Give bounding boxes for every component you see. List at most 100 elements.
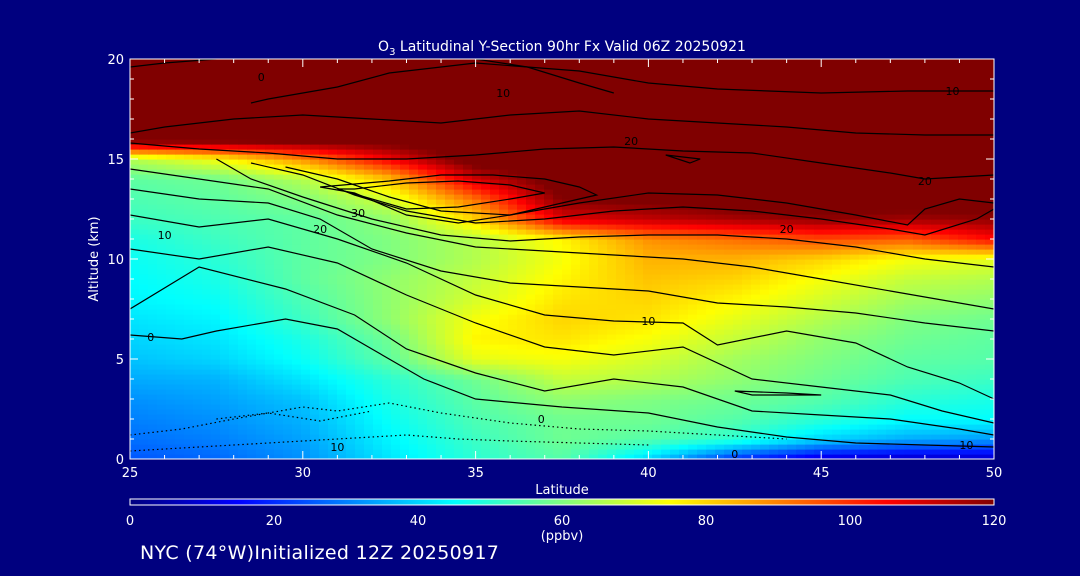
- heatmap-cell: [157, 224, 167, 230]
- heatmap-cell: [130, 214, 140, 220]
- heatmap-cell: [562, 429, 572, 435]
- heatmap-cell: [148, 449, 158, 455]
- heatmap-cell: [292, 364, 302, 370]
- heatmap-cell: [373, 254, 383, 260]
- heatmap-cell: [688, 289, 698, 295]
- heatmap-cell: [958, 354, 968, 360]
- heatmap-cell: [481, 369, 491, 375]
- heatmap-cell: [400, 269, 410, 275]
- heatmap-cell: [436, 359, 446, 365]
- heatmap-cell: [922, 224, 932, 230]
- heatmap-cell: [355, 429, 365, 435]
- heatmap-cell: [256, 204, 266, 210]
- heatmap-cell: [823, 359, 833, 365]
- heatmap-cell: [382, 354, 392, 360]
- heatmap-cell: [967, 224, 977, 230]
- heatmap-cell: [571, 354, 581, 360]
- heatmap-cell: [805, 334, 815, 340]
- heatmap-cell: [607, 314, 617, 320]
- heatmap-cell: [931, 219, 941, 225]
- heatmap-cell: [220, 219, 230, 225]
- heatmap-cell: [877, 339, 887, 345]
- heatmap-cell: [355, 204, 365, 210]
- heatmap-cell: [535, 279, 545, 285]
- heatmap-cell: [508, 284, 518, 290]
- heatmap-cell: [166, 424, 176, 430]
- heatmap-cell: [904, 369, 914, 375]
- heatmap-cell: [391, 279, 401, 285]
- heatmap-cell: [481, 264, 491, 270]
- heatmap-cell: [580, 264, 590, 270]
- heatmap-cell: [715, 359, 725, 365]
- heatmap-cell: [742, 284, 752, 290]
- heatmap-cell: [499, 339, 509, 345]
- heatmap-cell: [868, 314, 878, 320]
- heatmap-cell: [958, 304, 968, 310]
- heatmap-cell: [751, 309, 761, 315]
- heatmap-cell: [724, 299, 734, 305]
- heatmap-cell: [472, 299, 482, 305]
- heatmap-cell: [220, 264, 230, 270]
- heatmap-cell: [913, 234, 923, 240]
- heatmap-cell: [157, 324, 167, 330]
- heatmap-cell: [985, 389, 994, 395]
- heatmap-cell: [913, 399, 923, 405]
- heatmap-cell: [463, 374, 473, 380]
- heatmap-cell: [607, 249, 617, 255]
- heatmap-cell: [418, 229, 428, 235]
- heatmap-cell: [733, 289, 743, 295]
- heatmap-cell: [580, 219, 590, 225]
- heatmap-cell: [265, 369, 275, 375]
- heatmap-cell: [472, 454, 482, 459]
- heatmap-cell: [427, 339, 437, 345]
- heatmap-cell: [382, 214, 392, 220]
- heatmap-cell: [211, 399, 221, 405]
- heatmap-cell: [688, 264, 698, 270]
- heatmap-cell: [139, 434, 149, 440]
- heatmap-cell: [742, 359, 752, 365]
- heatmap-cell: [787, 344, 797, 350]
- heatmap-cell: [157, 329, 167, 335]
- heatmap-cell: [625, 299, 635, 305]
- heatmap-cell: [400, 214, 410, 220]
- heatmap-cell: [328, 399, 338, 405]
- heatmap-cell: [436, 399, 446, 405]
- heatmap-cell: [931, 284, 941, 290]
- heatmap-cell: [391, 259, 401, 265]
- heatmap-cell: [319, 254, 329, 260]
- heatmap-cell: [265, 374, 275, 380]
- heatmap-cell: [553, 414, 563, 420]
- heatmap-cell: [238, 369, 248, 375]
- heatmap-cell: [499, 289, 509, 295]
- heatmap-cell: [886, 274, 896, 280]
- heatmap-cell: [472, 419, 482, 425]
- heatmap-cell: [733, 384, 743, 390]
- heatmap-cell: [265, 454, 275, 459]
- heatmap-cell: [823, 444, 833, 450]
- heatmap-cell: [229, 309, 239, 315]
- heatmap-cell: [148, 409, 158, 415]
- heatmap-cell: [733, 424, 743, 430]
- heatmap-cell: [949, 394, 959, 400]
- heatmap-cell: [139, 384, 149, 390]
- heatmap-cell: [391, 424, 401, 430]
- heatmap-cell: [778, 444, 788, 450]
- heatmap-cell: [283, 414, 293, 420]
- heatmap-cell: [184, 359, 194, 365]
- heatmap-cell: [310, 404, 320, 410]
- heatmap-cell: [139, 389, 149, 395]
- heatmap-cell: [697, 259, 707, 265]
- heatmap-cell: [913, 439, 923, 445]
- heatmap-cell: [157, 454, 167, 459]
- heatmap-cell: [958, 299, 968, 305]
- heatmap-cell: [364, 349, 374, 355]
- heatmap-cell: [832, 414, 842, 420]
- heatmap-cell: [679, 269, 689, 275]
- heatmap-cell: [580, 299, 590, 305]
- heatmap-cell: [805, 369, 815, 375]
- heatmap-cell: [310, 269, 320, 275]
- heatmap-cell: [238, 444, 248, 450]
- heatmap-cell: [139, 269, 149, 275]
- heatmap-cell: [769, 374, 779, 380]
- heatmap-cell: [751, 204, 761, 210]
